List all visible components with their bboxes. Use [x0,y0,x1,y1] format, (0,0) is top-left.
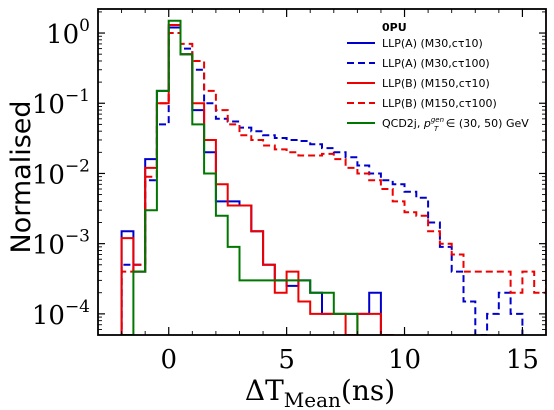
x-tick-label: 15 [506,345,539,375]
x-axis-title-unit: (ns) [341,374,395,407]
x-axis-title-sub: Mean [284,388,341,410]
x-axis-title: ΔTMean(ns) [245,374,395,410]
y-tick-label: 10−4 [32,297,90,331]
legend-entry: LLP(B) (M150,cτ100) [382,97,497,110]
x-tick-label: 0 [160,345,177,375]
legend-title: 0PU [382,21,407,34]
y-tick-label: 100 [46,16,90,50]
legend: 0PU LLP(A) (M30,cτ10) LLP(A) (M30,cτ100) L… [347,21,529,133]
legend-entry: QCD2j, pgen T ∈ (30, 50) GeV [382,116,529,133]
x-axis: 0 5 10 15 [121,9,547,375]
x-tick-label: 5 [278,345,295,375]
series-line-3 [120,24,394,335]
x-axis-title-main: ΔT [245,374,284,407]
y-tick-label: 10−1 [32,86,90,120]
y-axis: 10−4 10−3 10−2 10−1 100 [32,11,546,336]
legend-entry: LLP(A) (M30,cτ100) [382,57,490,70]
series-line-1 [120,26,382,335]
y-tick-label: 10−3 [32,227,90,261]
series-line-4 [120,32,546,335]
series-line-5 [120,19,359,335]
plot-area [97,8,547,336]
y-tick-label: 10−2 [32,156,90,190]
y-axis-title: Normalised [6,100,37,253]
legend-entry: LLP(B) (M150,cτ10) [382,77,490,90]
legend-entry: LLP(A) (M30,cτ10) [382,37,483,50]
x-tick-label: 10 [388,345,421,375]
plot-frame [97,8,547,336]
